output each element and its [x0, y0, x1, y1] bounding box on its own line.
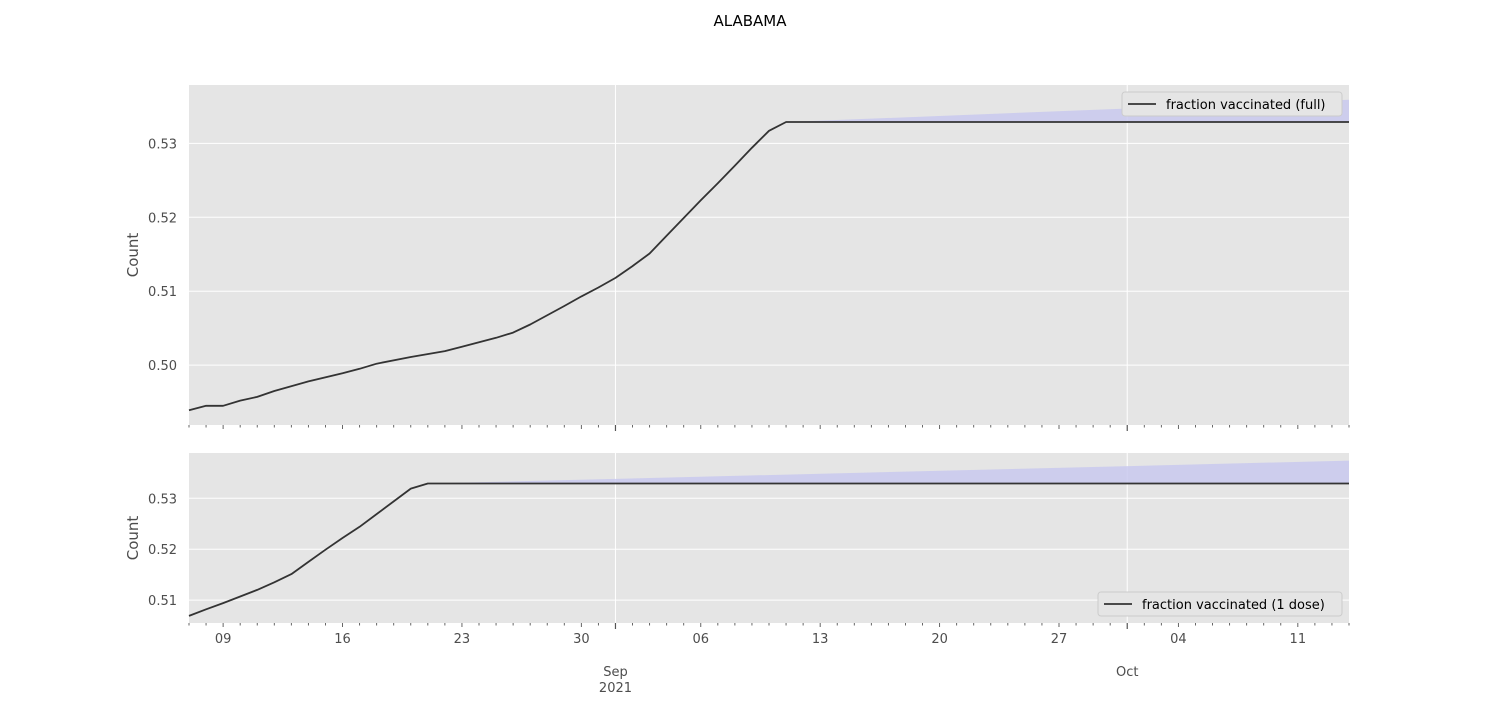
x-tick-label: 16 — [334, 632, 351, 647]
y-tick-label: 0.51 — [148, 285, 177, 300]
x-tick-label: 13 — [812, 632, 829, 647]
y-tick-label: 0.51 — [148, 594, 177, 609]
legend-box — [1097, 591, 1343, 617]
x-tick-label: 27 — [1051, 632, 1068, 647]
y-tick-label: 0.50 — [148, 359, 177, 374]
legend-label: fraction vaccinated (1 dose) — [1142, 598, 1325, 613]
y-tick-label: 0.52 — [148, 543, 177, 558]
figure-title: ALABAMA — [714, 12, 788, 30]
plot-background — [189, 85, 1349, 425]
y-axis-label: Count — [124, 516, 142, 561]
series-line — [188, 121, 1349, 412]
legend: fraction vaccinated (full) — [1121, 91, 1343, 117]
legend-label: fraction vaccinated (full) — [1166, 98, 1326, 113]
x-tick-label: 11 — [1290, 632, 1307, 647]
y-tick-label: 0.53 — [148, 492, 177, 507]
x-tick-label: 30 — [573, 632, 590, 647]
legend: fraction vaccinated (1 dose) — [1097, 591, 1343, 617]
y-tick-label: 0.53 — [148, 137, 177, 152]
legend-box — [1121, 91, 1343, 117]
panel-one-dose: 0.51 0.52 0.53 Count fraction vaccinated (1 … — [124, 453, 1349, 623]
x-tick-label: 09 — [215, 632, 232, 647]
x-tick-label: 23 — [454, 632, 471, 647]
y-axis-label: Count — [124, 233, 142, 278]
panel-full-dose: 0.50 0.51 0.52 0.53 Count fraction vaccinated… — [124, 85, 1349, 425]
x-year-label: 2021 — [599, 681, 632, 696]
series-line — [188, 482, 1349, 617]
x-major-tick-label: Oct — [1116, 665, 1138, 680]
x-tick-label: 06 — [692, 632, 709, 647]
uncertainty-band — [427, 460, 1349, 484]
x-major-tick-label: Sep — [603, 665, 628, 680]
x-tick-label: 20 — [931, 632, 948, 647]
x-tick-label: 04 — [1170, 632, 1187, 647]
y-tick-label: 0.52 — [148, 211, 177, 226]
